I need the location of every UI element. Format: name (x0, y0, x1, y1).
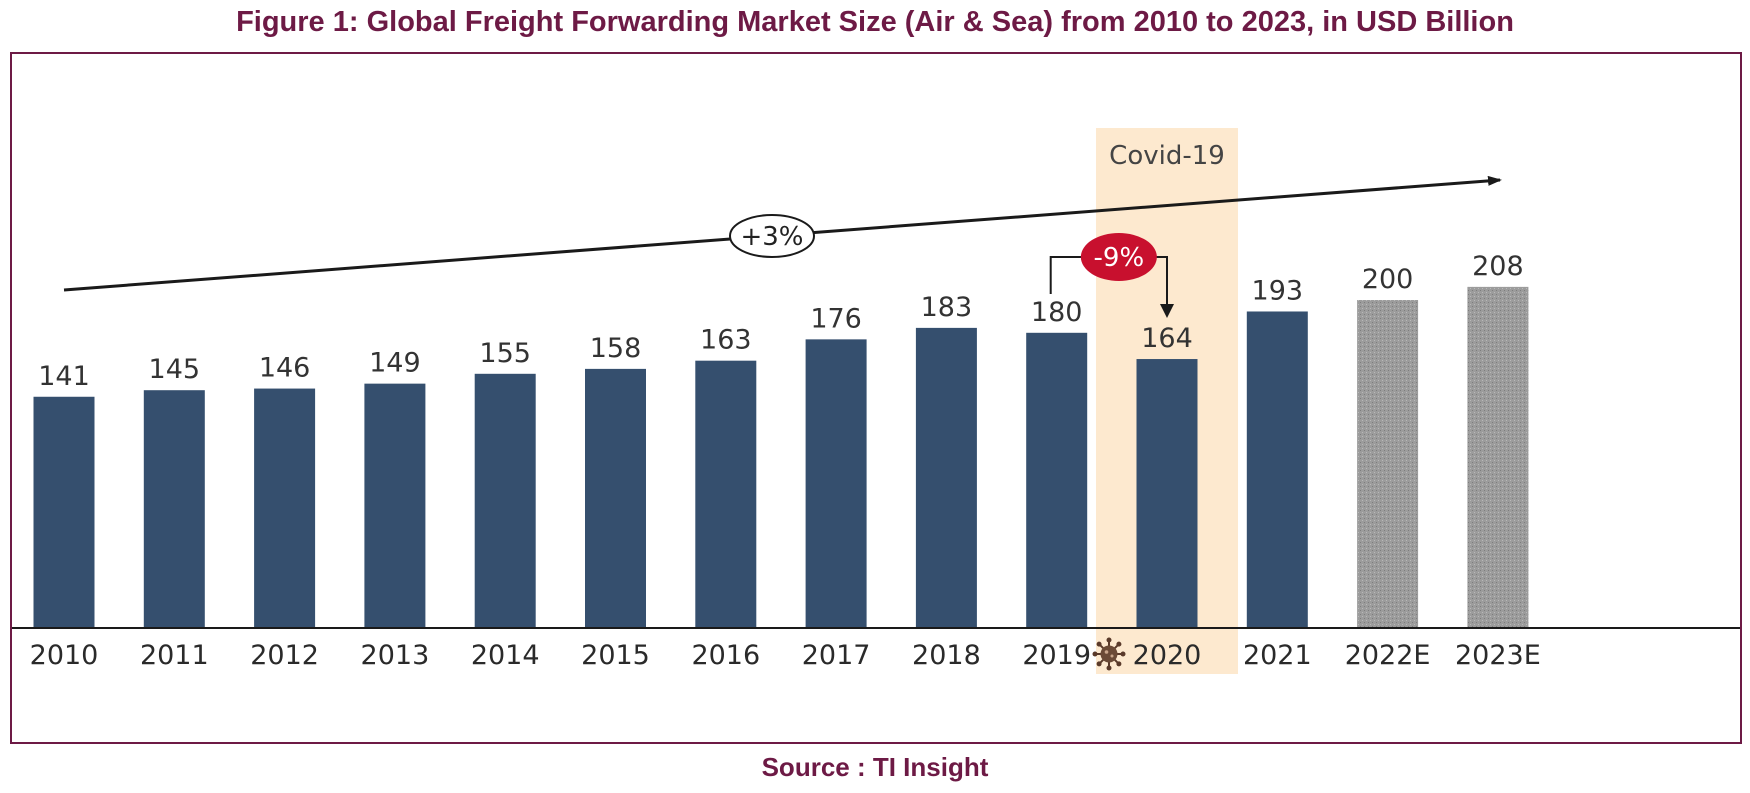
bar-2018 (915, 327, 977, 628)
bar-2011 (143, 390, 205, 628)
x-tick-label-2016: 2016 (691, 640, 760, 671)
x-tick-label-2019: 2019 (1022, 640, 1091, 671)
cagr-badge (729, 214, 815, 258)
x-tick-label-2011: 2011 (140, 640, 209, 671)
value-label-2022e: 200 (1362, 264, 1414, 295)
bar-2014 (474, 373, 536, 628)
bar-2010 (33, 396, 95, 628)
chart-source: Source : TI Insight (761, 752, 989, 782)
value-label-2018: 183 (921, 292, 973, 323)
bar-chart: Covid-19 141 2010 145 2011 146 2012 149 2013 155… (12, 128, 1740, 674)
x-tick-label-2013: 2013 (361, 640, 430, 671)
chart-frame: Covid-19 141 2010 145 2011 146 2012 149 2013 155… (10, 52, 1742, 744)
value-label-2014: 155 (479, 338, 531, 369)
chart-title: Figure 1: Global Freight Forwarding Mark… (236, 6, 1514, 38)
x-tick-label-2022e: 2022E (1345, 640, 1431, 671)
x-tick-label-2014: 2014 (471, 640, 540, 671)
value-label-2011: 145 (149, 354, 201, 385)
bar-2023e (1467, 286, 1529, 628)
x-tick-label-2018: 2018 (912, 640, 981, 671)
covid-band-label: Covid-19 (1109, 141, 1225, 171)
bar-2019 (1026, 332, 1088, 628)
bar-2020 (1136, 359, 1198, 628)
bar-2017 (805, 339, 867, 628)
value-label-2012: 146 (259, 353, 311, 384)
value-label-2023e: 208 (1472, 251, 1524, 282)
value-label-2017: 176 (810, 303, 862, 334)
drop-badge (1080, 233, 1157, 281)
x-tick-label-2015: 2015 (581, 640, 650, 671)
bar-2021 (1246, 311, 1308, 628)
x-tick-label-2010: 2010 (30, 640, 99, 671)
bar-2022e (1357, 300, 1419, 628)
cagr-label: +3% (740, 222, 803, 252)
value-label-2020: 164 (1141, 323, 1193, 354)
drop-label: -9% (1094, 243, 1145, 273)
value-label-2021: 193 (1252, 275, 1304, 306)
virus-icon (1092, 637, 1126, 671)
bar-2012 (254, 388, 316, 628)
value-label-2016: 163 (700, 325, 752, 356)
value-label-2019: 180 (1031, 297, 1083, 328)
bar-2016 (695, 360, 757, 628)
x-tick-label-2021: 2021 (1243, 640, 1312, 671)
x-tick-label-2023e: 2023E (1455, 640, 1541, 671)
x-tick-label-2020: 2020 (1133, 640, 1202, 671)
bar-2015 (585, 368, 646, 628)
drop-bracket-right (1153, 256, 1168, 306)
bar-2013 (364, 383, 426, 628)
value-label-2013: 149 (369, 348, 421, 379)
drop-arrowhead (1160, 304, 1174, 318)
value-label-2010: 141 (38, 361, 90, 392)
x-tick-label-2012: 2012 (250, 640, 319, 671)
x-tick-label-2017: 2017 (802, 640, 871, 671)
value-label-2015: 158 (590, 333, 642, 364)
